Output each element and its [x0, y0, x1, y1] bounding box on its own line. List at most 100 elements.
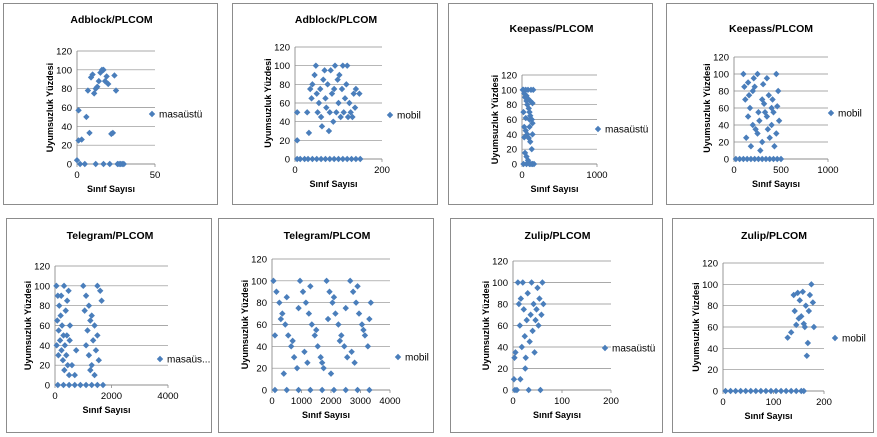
data-point: [799, 288, 806, 295]
data-point: [773, 70, 780, 78]
data-point: [297, 155, 304, 163]
data-point: [358, 321, 366, 328]
y-tick-label: 120: [251, 255, 267, 266]
legend-label: mobil: [842, 334, 866, 345]
y-tick-label: 20: [707, 365, 718, 376]
data-point: [56, 302, 63, 309]
scatter-chart: Adblock/PLCOM 0 20 40 60 80 100 120 0 50 Sınıf Say…: [45, 14, 202, 194]
y-axis-label: Uyumsuzluk Yüzdesi: [263, 58, 273, 147]
data-point: [332, 310, 339, 317]
y-tick-label: 20: [497, 364, 508, 375]
data-point: [352, 299, 360, 306]
data-point: [346, 99, 353, 107]
y-axis-label: Uyumsuzluk Yüzdesi: [23, 281, 33, 370]
data-point: [732, 155, 740, 163]
data-point: [330, 386, 338, 394]
data-point: [751, 83, 758, 90]
data-point: [327, 370, 335, 377]
data-point: [88, 361, 95, 369]
chart-title: Keepass/PLCOM: [729, 23, 813, 35]
data-point: [271, 386, 279, 394]
data-point: [765, 92, 772, 99]
data-point: [752, 387, 760, 395]
data-point: [99, 381, 107, 389]
chart-panel: Telegram/PLCOM 0 20 40 60 80 100 120 0 2000 4000 Sı…: [6, 218, 212, 433]
data-point: [533, 306, 540, 313]
data-point: [366, 315, 373, 323]
x-tick-label: 200: [816, 397, 832, 408]
data-point: [87, 74, 95, 81]
data-point: [326, 288, 333, 295]
data-point: [304, 155, 312, 163]
data-point: [536, 295, 543, 302]
x-tick-label: 0: [74, 170, 79, 181]
data-point: [760, 100, 768, 107]
data-point: [106, 160, 113, 168]
data-point: [311, 71, 318, 79]
y-tick-label: 120: [492, 257, 508, 268]
data-point: [759, 155, 766, 163]
data-point: [85, 352, 93, 359]
y-axis-label: Uyumsuzluk Yüzdesi: [240, 280, 250, 369]
chart-panel: Adblock/PLCOM 0 20 40 60 80 100 120 0 50 Sınıf Say…: [3, 3, 218, 205]
legend-marker: [148, 110, 156, 118]
data-point: [515, 300, 523, 308]
y-tick-label: 120: [56, 47, 72, 58]
data-point: [295, 386, 302, 394]
data-point: [521, 333, 528, 340]
data-point: [352, 155, 360, 163]
scatter-chart: Zulip/PLCOM 0 20 40 60 80 100 120 0 100 200 Sınıf S…: [481, 230, 655, 420]
x-tick-label: 0: [52, 391, 57, 402]
data-point: [317, 354, 324, 361]
data-point: [317, 155, 325, 163]
data-point: [98, 297, 105, 304]
data-point: [805, 307, 813, 315]
y-tick-label: 0: [262, 386, 267, 397]
chart-title: Keepass/PLCOM: [509, 23, 593, 35]
data-point: [308, 321, 316, 328]
data-point: [330, 294, 338, 301]
data-point: [321, 67, 328, 74]
data-point: [305, 129, 313, 137]
data-point: [364, 343, 372, 350]
data-point: [348, 348, 355, 355]
y-tick-label: 60: [707, 323, 718, 334]
legend-label: masaüstü: [605, 125, 648, 136]
x-axis-label: Sınıf Sayısı: [309, 179, 357, 189]
legend-label: masaüs...: [167, 355, 210, 366]
data-point: [273, 288, 280, 295]
legend-label: mobil: [405, 353, 429, 364]
data-point: [770, 155, 777, 163]
legend-marker: [594, 125, 602, 133]
data-point: [794, 289, 801, 297]
data-point: [336, 337, 344, 345]
data-point: [71, 381, 78, 389]
data-point: [755, 155, 762, 163]
data-point: [341, 95, 349, 102]
data-point: [88, 381, 95, 389]
data-point: [526, 338, 533, 345]
data-point: [809, 299, 817, 306]
data-point: [746, 104, 754, 112]
data-point: [732, 387, 739, 395]
data-point: [782, 387, 790, 395]
data-point: [95, 77, 103, 85]
x-tick-label: 2000: [101, 391, 122, 402]
data-point: [751, 155, 758, 163]
data-point: [301, 348, 308, 355]
data-point: [774, 155, 781, 163]
data-point: [755, 109, 762, 116]
data-point: [63, 352, 70, 359]
chart-panel: Keepass/PLCOM 0 20 40 60 80 100 120 0 500 1000 Sını…: [666, 3, 874, 205]
data-point: [534, 284, 541, 292]
data-point: [325, 127, 333, 135]
chart-panel: Keepass/PLCOM 0 20 40 60 80 100 120 0 1000 Sınıf S…: [448, 3, 653, 205]
data-point: [330, 85, 338, 93]
data-point: [793, 321, 800, 329]
data-point: [355, 310, 363, 317]
data-point: [771, 143, 778, 150]
data-point: [277, 315, 285, 323]
data-point: [767, 387, 775, 395]
data-point: [317, 85, 324, 93]
data-point: [293, 137, 301, 144]
